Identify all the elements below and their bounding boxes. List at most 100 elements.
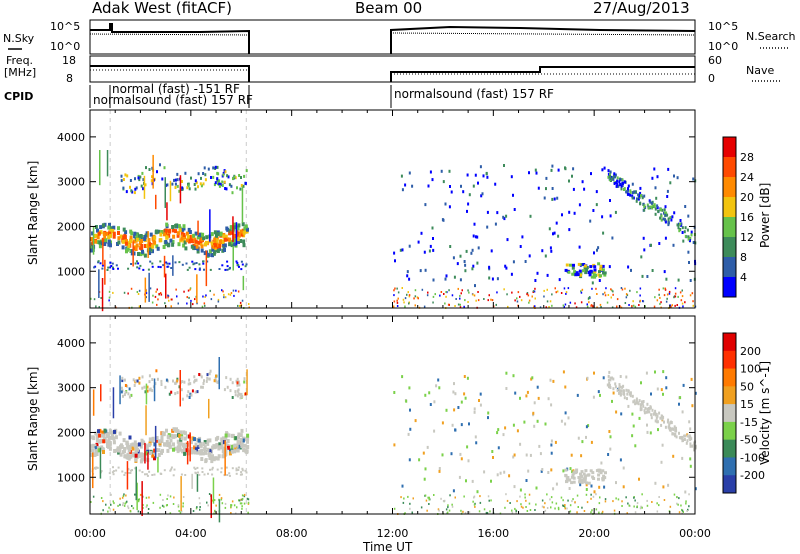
- data-cell: [591, 471, 595, 475]
- data-cell: [112, 266, 114, 269]
- data-cell: [433, 494, 435, 496]
- data-cell: [576, 393, 579, 397]
- data-cell: [159, 472, 162, 475]
- x-tick-label: 00:00: [679, 527, 711, 540]
- data-cell: [629, 394, 632, 398]
- data-cell: [163, 255, 166, 278]
- data-cell: [211, 454, 214, 459]
- data-cell: [229, 389, 232, 393]
- data-cell: [609, 214, 612, 218]
- freq-left-tick-bottom: 8: [66, 72, 73, 85]
- data-cell: [689, 279, 692, 282]
- data-cell: [474, 435, 477, 439]
- data-cell: [614, 175, 617, 179]
- data-cell: [562, 469, 565, 473]
- data-cell: [221, 239, 225, 244]
- data-cell: [683, 438, 686, 441]
- data-cell: [168, 441, 172, 446]
- data-cell: [135, 447, 139, 452]
- data-cell: [147, 231, 149, 258]
- data-cell: [451, 423, 454, 427]
- data-cell: [534, 305, 536, 308]
- data-cell: [112, 508, 115, 511]
- data-cell: [188, 378, 191, 382]
- data-cell: [635, 399, 638, 403]
- data-cell: [246, 433, 250, 438]
- data-cell: [621, 288, 624, 291]
- data-cell: [586, 305, 589, 308]
- data-cell: [159, 266, 162, 269]
- data-cell: [137, 236, 141, 241]
- data-cell: [611, 289, 613, 292]
- data-cell: [608, 385, 610, 389]
- data-cell: [166, 504, 168, 506]
- data-cell: [185, 262, 188, 265]
- data-cell: [550, 249, 553, 253]
- data-cell: [237, 388, 240, 392]
- data-cell: [607, 453, 610, 456]
- data-cell: [595, 287, 597, 290]
- data-cell: [102, 450, 105, 454]
- data-cell: [234, 176, 237, 180]
- data-cell: [197, 471, 199, 474]
- data-cell: [396, 305, 399, 307]
- data-cell: [598, 511, 600, 514]
- data-cell: [131, 446, 135, 451]
- data-cell: [464, 263, 467, 267]
- data-cell: [236, 264, 239, 266]
- data-cell: [674, 295, 677, 298]
- data-cell: [640, 381, 642, 385]
- data-cell: [137, 176, 140, 180]
- data-cell: [240, 471, 243, 474]
- data-cell: [579, 272, 583, 276]
- data-cell: [230, 505, 232, 508]
- colorbar-tick-label: -200: [740, 469, 765, 482]
- data-cell: [193, 375, 196, 379]
- data-cell: [163, 166, 166, 170]
- x-tick-label: 12:00: [377, 527, 409, 540]
- data-cell: [180, 436, 184, 441]
- data-cell: [177, 302, 179, 305]
- data-cell: [626, 392, 629, 396]
- data-cell: [214, 444, 218, 449]
- data-cell: [134, 450, 138, 455]
- colorbar-tick-label: 50: [740, 380, 754, 393]
- colorbar-segment: [723, 475, 736, 494]
- data-cell: [93, 266, 96, 269]
- data-cell: [408, 386, 411, 390]
- data-cell: [476, 235, 479, 239]
- data-cell: [627, 404, 630, 408]
- data-cell: [229, 293, 232, 296]
- data-cell: [228, 447, 232, 452]
- data-cell: [123, 235, 127, 239]
- data-cell: [130, 287, 133, 290]
- data-cell: [646, 407, 649, 411]
- data-cell: [556, 196, 559, 200]
- data-cell: [157, 265, 160, 268]
- power-scatter: [90, 110, 697, 312]
- data-cell: [437, 508, 440, 511]
- data-cell: [171, 239, 175, 244]
- data-cell: [567, 499, 569, 502]
- data-cell: [143, 385, 146, 389]
- data-cell: [527, 294, 530, 297]
- data-cell: [134, 453, 138, 458]
- data-cell: [654, 419, 657, 423]
- data-cell: [464, 511, 467, 514]
- data-cell: [165, 273, 167, 299]
- data-cell: [239, 437, 243, 442]
- freq-right-tick-bottom: 0: [708, 72, 715, 85]
- data-cell: [243, 493, 246, 496]
- data-cell: [244, 265, 247, 268]
- data-cell: [681, 509, 684, 512]
- data-cell: [674, 292, 677, 295]
- data-cell: [505, 214, 508, 218]
- data-cell: [689, 464, 692, 468]
- data-cell: [226, 385, 229, 389]
- data-cell: [450, 190, 453, 194]
- data-cell: [138, 178, 141, 182]
- data-cell: [166, 448, 170, 453]
- data-cell: [520, 503, 522, 506]
- data-cell: [151, 389, 154, 393]
- data-cell: [648, 407, 650, 410]
